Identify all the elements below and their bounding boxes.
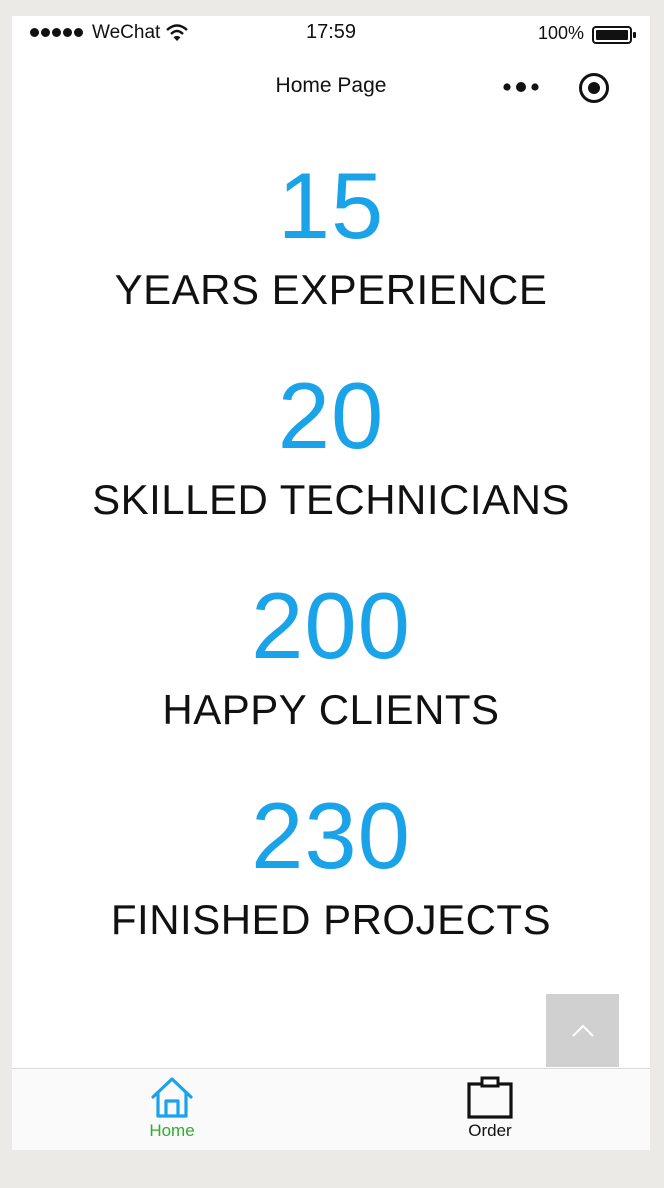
stat-label: FINISHED PROJECTS [110,896,552,943]
battery-percent: 100% [537,23,584,43]
stat-number: 20 [277,363,385,468]
phone-screen: WeChat 17:59 100% Home Page [12,16,650,1150]
tab-home-label: Home [149,1121,195,1140]
tab-bar: Home Order [12,1068,650,1150]
stat-number: 230 [251,783,411,888]
status-bar: WeChat 17:59 100% [12,16,650,52]
stat-item: 15 YEARS EXPERIENCE [12,156,650,366]
stats-list: 15 YEARS EXPERIENCE 20 SKILLED TECHNICIA… [12,156,650,996]
signal-strength-icon [30,28,83,37]
stat-label: YEARS EXPERIENCE [114,266,548,313]
stat-number: 15 [277,153,385,258]
stat-item: 200 HAPPY CLIENTS [12,576,650,786]
stat-number: 200 [251,573,411,678]
house-icon [151,1077,193,1118]
page-title: Home Page [275,74,387,97]
nav-bar: Home Page [12,52,650,124]
tab-order-label: Order [468,1121,512,1140]
status-time: 17:59 [305,21,357,43]
stat-item: 230 FINISHED PROJECTS [12,786,650,996]
carrier-name: WeChat [92,22,161,43]
target-icon[interactable] [578,72,610,109]
stat-label: SKILLED TECHNICIANS [92,476,570,523]
stat-item: 20 SKILLED TECHNICIANS [12,366,650,576]
more-dots-icon[interactable] [502,80,540,98]
tab-home[interactable]: Home [92,1069,252,1150]
back-to-top-button[interactable] [546,994,619,1067]
battery-icon [592,26,638,49]
chevron-up-icon [572,1024,594,1037]
wifi-icon [166,24,188,47]
tab-order[interactable]: Order [410,1069,570,1150]
stat-label: HAPPY CLIENTS [162,686,500,733]
clipboard-icon [467,1076,513,1119]
